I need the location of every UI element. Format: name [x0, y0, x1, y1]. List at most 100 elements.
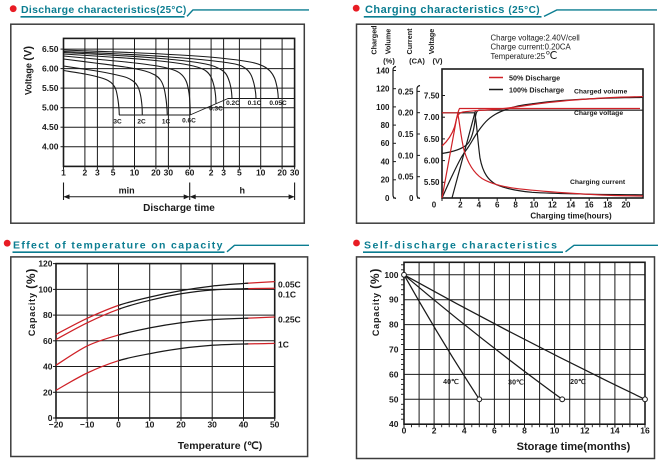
svg-text:70: 70 — [389, 345, 399, 355]
svg-text:90: 90 — [389, 295, 399, 305]
svg-text:12: 12 — [548, 201, 557, 210]
svg-text:Charging current: Charging current — [570, 179, 626, 186]
svg-text:6.00: 6.00 — [424, 157, 440, 166]
svg-text:Charge current:0.20CA: Charge current:0.20CA — [491, 43, 572, 52]
svg-text:Voltage: Voltage — [427, 29, 436, 54]
svg-text:20: 20 — [176, 420, 186, 430]
svg-text:50: 50 — [389, 394, 399, 404]
svg-text:(%): (%) — [383, 57, 395, 66]
svg-text:50: 50 — [270, 420, 280, 430]
svg-text:Storage time(months): Storage time(months) — [517, 441, 631, 453]
svg-text:5.00: 5.00 — [42, 103, 59, 113]
svg-text:0: 0 — [409, 194, 414, 203]
svg-text:60: 60 — [185, 168, 195, 178]
svg-text:10: 10 — [550, 426, 560, 436]
svg-text:0.05C: 0.05C — [278, 280, 301, 290]
svg-text:100% Discharge: 100% Discharge — [509, 85, 564, 94]
svg-text:Temperature:25℃: Temperature:25℃ — [491, 50, 558, 62]
svg-text:5: 5 — [237, 168, 242, 178]
svg-text:80: 80 — [381, 121, 390, 130]
svg-text:60: 60 — [381, 139, 390, 148]
svg-text:60: 60 — [389, 369, 399, 379]
svg-text:5: 5 — [111, 168, 116, 178]
svg-text:(V): (V) — [433, 57, 444, 66]
svg-text:−10: −10 — [80, 420, 95, 430]
svg-text:6.50: 6.50 — [42, 44, 59, 54]
svg-text:140: 140 — [376, 66, 390, 75]
svg-text:40: 40 — [389, 419, 399, 429]
svg-text:0.25: 0.25 — [398, 87, 414, 96]
svg-text:2C: 2C — [137, 119, 146, 126]
svg-text:30: 30 — [290, 168, 300, 178]
svg-text:0: 0 — [116, 420, 121, 430]
svg-text:7.50: 7.50 — [424, 91, 440, 100]
svg-text:6: 6 — [492, 426, 497, 436]
svg-text:100: 100 — [376, 103, 390, 112]
svg-text:1C: 1C — [162, 119, 171, 126]
svg-text:10: 10 — [256, 168, 266, 178]
svg-text:Charged volume: Charged volume — [574, 89, 627, 96]
svg-text:−20: −20 — [49, 420, 64, 430]
svg-text:0.10: 0.10 — [398, 151, 414, 160]
svg-text:20: 20 — [151, 168, 161, 178]
svg-text:0.3C: 0.3C — [209, 106, 223, 113]
svg-text:0: 0 — [48, 413, 53, 423]
svg-text:10: 10 — [145, 420, 155, 430]
svg-text:6.00: 6.00 — [42, 64, 59, 74]
svg-text:80: 80 — [43, 310, 53, 320]
svg-text:20: 20 — [43, 387, 53, 397]
svg-text:50% Discharge: 50% Discharge — [509, 73, 560, 82]
svg-text:120: 120 — [38, 259, 52, 269]
svg-text:(CA): (CA) — [409, 57, 425, 66]
svg-text:Self-discharge characteristics: Self-discharge characteristics — [364, 240, 558, 252]
svg-text:2: 2 — [83, 168, 88, 178]
svg-text:40: 40 — [381, 158, 390, 167]
svg-text:30: 30 — [164, 168, 174, 178]
svg-text:16: 16 — [640, 426, 650, 436]
svg-text:16: 16 — [585, 201, 594, 210]
svg-text:0.25C: 0.25C — [278, 315, 301, 325]
svg-text:18: 18 — [603, 201, 612, 210]
svg-text:7.00: 7.00 — [424, 113, 440, 122]
svg-text:0: 0 — [432, 201, 437, 210]
svg-text:12: 12 — [580, 426, 590, 436]
svg-text:Charging time(hours): Charging time(hours) — [530, 212, 612, 221]
svg-text:0.05C: 0.05C — [269, 100, 287, 107]
svg-text:0: 0 — [385, 194, 390, 203]
svg-text:0.1C: 0.1C — [248, 100, 262, 107]
svg-text:0.1C: 0.1C — [278, 289, 296, 299]
svg-text:0: 0 — [402, 426, 407, 436]
svg-text:h: h — [239, 185, 245, 195]
svg-text:4.50: 4.50 — [42, 122, 59, 132]
svg-text:8: 8 — [513, 201, 518, 210]
svg-text:120: 120 — [376, 85, 390, 94]
svg-text:3C: 3C — [113, 119, 122, 126]
svg-text:Voltage (V): Voltage (V) — [23, 46, 35, 95]
svg-text:30: 30 — [207, 420, 217, 430]
svg-text:Charge voltage: Charge voltage — [574, 110, 623, 117]
svg-text:40: 40 — [43, 362, 53, 372]
svg-text:Capacity (%): Capacity (%) — [368, 268, 382, 336]
svg-text:20℃: 20℃ — [570, 378, 586, 386]
svg-text:Charged: Charged — [370, 25, 379, 54]
svg-text:2: 2 — [458, 201, 463, 210]
svg-text:3: 3 — [221, 168, 226, 178]
svg-text:Charge voltage:2.40V/cell: Charge voltage:2.40V/cell — [491, 34, 581, 43]
svg-text:60: 60 — [43, 336, 53, 346]
svg-text:4.00: 4.00 — [42, 142, 59, 152]
svg-text:10: 10 — [530, 201, 539, 210]
svg-text:Temperature (℃): Temperature (℃) — [178, 440, 263, 452]
svg-text:Current: Current — [405, 28, 414, 55]
svg-text:20: 20 — [622, 201, 631, 210]
svg-text:0.20: 0.20 — [398, 109, 414, 118]
svg-text:6.50: 6.50 — [424, 135, 440, 144]
svg-text:100: 100 — [384, 270, 398, 280]
svg-text:1: 1 — [61, 168, 66, 178]
svg-text:100: 100 — [38, 284, 52, 294]
svg-text:3: 3 — [95, 168, 100, 178]
svg-text:Volume: Volume — [384, 29, 393, 54]
svg-text:Capacity (%): Capacity (%) — [24, 268, 38, 336]
svg-text:40℃: 40℃ — [443, 378, 459, 386]
svg-text:1C: 1C — [278, 339, 289, 349]
svg-text:0.2C: 0.2C — [226, 100, 240, 107]
